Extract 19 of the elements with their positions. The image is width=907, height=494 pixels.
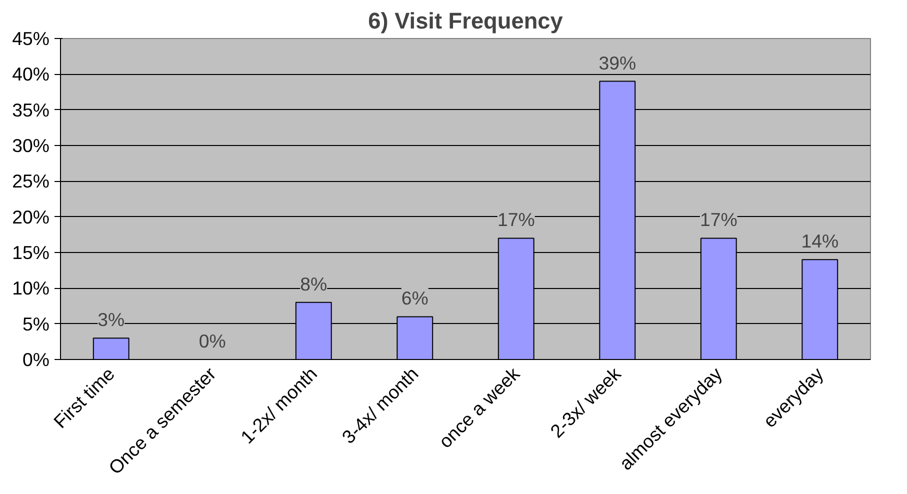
data-label: 3% xyxy=(98,309,125,330)
y-tick-label: 30% xyxy=(12,135,50,156)
data-label: 17% xyxy=(497,209,535,230)
y-tick-label: 5% xyxy=(22,313,50,334)
data-label: 0% xyxy=(198,330,226,352)
y-tick-label: 40% xyxy=(12,64,50,85)
y-tick-label: 35% xyxy=(12,99,50,120)
data-label: 14% xyxy=(801,230,839,252)
data-label: 8% xyxy=(300,273,328,294)
chart-title: 6) Visit Frequency xyxy=(368,8,564,34)
y-tick-label: 10% xyxy=(12,278,50,299)
y-tick-label: 45% xyxy=(12,28,50,49)
y-tick-label: 20% xyxy=(12,206,50,228)
data-label: 17% xyxy=(700,209,738,230)
y-tick-label: 25% xyxy=(12,170,50,192)
data-label: 39% xyxy=(598,52,636,74)
y-tick-label: 0% xyxy=(22,349,50,370)
data-label: 6% xyxy=(401,288,428,309)
y-tick-label: 15% xyxy=(12,242,50,263)
